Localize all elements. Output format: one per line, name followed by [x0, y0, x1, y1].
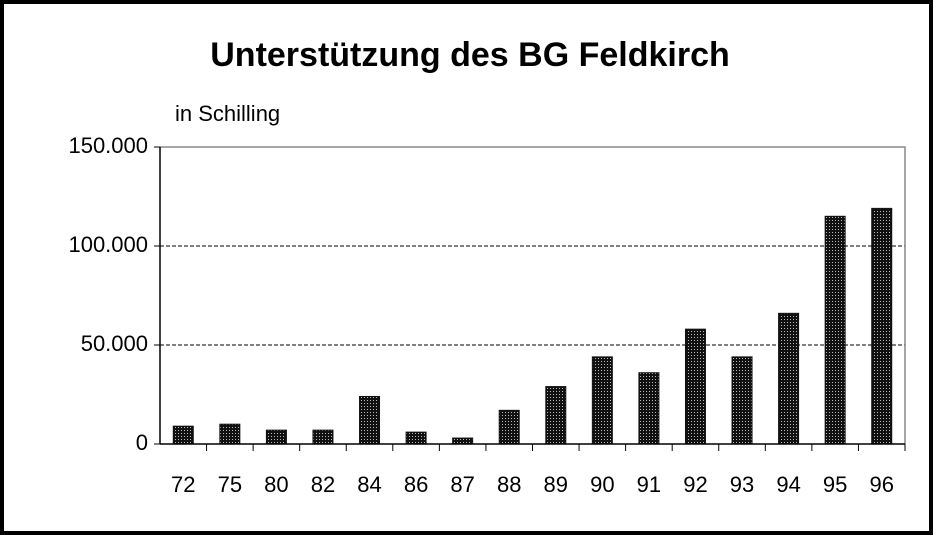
bar	[871, 207, 893, 445]
y-tick-label: 150.000	[68, 133, 148, 158]
bar	[405, 431, 427, 445]
y-tick-label: 100.000	[68, 232, 148, 257]
x-tick-label: 75	[218, 472, 242, 497]
bar	[731, 356, 753, 445]
chart-subtitle: in Schilling	[175, 101, 280, 126]
x-tick-label: 93	[730, 472, 754, 497]
x-tick-label: 84	[357, 472, 381, 497]
x-tick-label: 90	[590, 472, 614, 497]
bar	[172, 425, 194, 445]
bar	[219, 423, 241, 445]
bar	[312, 429, 334, 445]
x-tick-label: 82	[311, 472, 335, 497]
bar	[638, 372, 660, 445]
bar	[265, 429, 287, 445]
x-tick-label: 92	[683, 472, 707, 497]
x-tick-label: 95	[823, 472, 847, 497]
plot-border	[160, 146, 906, 444]
x-tick-label: 89	[544, 472, 568, 497]
bar	[824, 215, 846, 445]
bar	[452, 437, 474, 445]
y-tick-label: 0	[136, 430, 148, 455]
x-tick-label: 96	[869, 472, 893, 497]
x-tick-label: 88	[497, 472, 521, 497]
bar	[684, 328, 706, 445]
y-tick-label: 50.000	[81, 331, 148, 356]
x-tick-label: 91	[637, 472, 661, 497]
bar	[498, 409, 520, 445]
bar	[359, 395, 381, 445]
x-tick-label: 94	[776, 472, 800, 497]
bar	[545, 386, 567, 445]
x-tick-label: 87	[450, 472, 474, 497]
bar	[778, 312, 800, 445]
x-tick-label: 86	[404, 472, 428, 497]
bar	[591, 356, 613, 445]
x-tick-label: 72	[171, 472, 195, 497]
chart-title: Unterstützung des BG Feldkirch	[210, 36, 730, 74]
x-tick-label: 80	[264, 472, 288, 497]
